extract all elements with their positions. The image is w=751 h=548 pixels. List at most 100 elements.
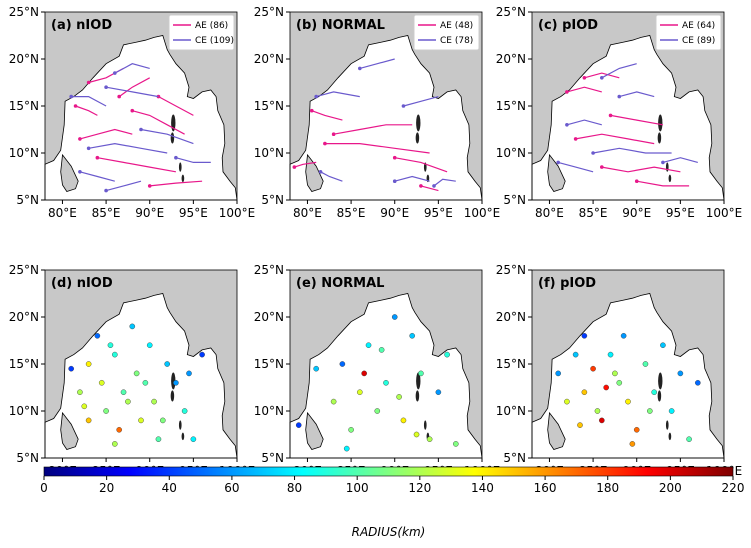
y-tick-label: 5°N bbox=[261, 193, 284, 207]
legend-label: CE (109) bbox=[195, 36, 234, 46]
eddy-point bbox=[181, 408, 188, 414]
eddy-track bbox=[316, 91, 360, 98]
track-end bbox=[634, 179, 639, 183]
track-end bbox=[608, 113, 613, 118]
track-end bbox=[292, 165, 297, 169]
eddy-point bbox=[68, 365, 74, 372]
eddy-track bbox=[75, 105, 98, 116]
track-end bbox=[591, 151, 595, 155]
eddy-point bbox=[133, 370, 140, 377]
y-tick-label: 5°N bbox=[261, 451, 284, 465]
track-end bbox=[78, 170, 82, 174]
track-end bbox=[310, 108, 314, 113]
colorbar-tick-label: 60 bbox=[224, 481, 239, 495]
eddy-point bbox=[413, 431, 420, 438]
colorbar-tick-label: 0 bbox=[40, 481, 48, 495]
x-tick-label: 80°E bbox=[535, 206, 564, 220]
eddy-point bbox=[555, 370, 561, 377]
colorbar-tick-label: 200 bbox=[659, 481, 682, 495]
y-tick-label: 20°N bbox=[9, 52, 39, 66]
eddy-track bbox=[619, 91, 655, 98]
track-end bbox=[104, 188, 108, 193]
island bbox=[171, 372, 176, 390]
eddy-point bbox=[339, 361, 346, 367]
eddy-point bbox=[651, 389, 657, 396]
panel-title: (b) NORMAL bbox=[296, 18, 385, 33]
eddy-point bbox=[642, 361, 649, 367]
eddy-track bbox=[566, 119, 602, 126]
eddy-point bbox=[85, 361, 92, 367]
colorbar-tick-label: 140 bbox=[471, 481, 494, 495]
island bbox=[60, 411, 79, 450]
panel: (e) NORMAL80°E85°E90°E95°E100°E5°N10°N15… bbox=[254, 263, 501, 478]
track-end bbox=[78, 137, 82, 141]
eddy-point bbox=[173, 379, 179, 386]
island bbox=[415, 390, 420, 402]
eddy-point bbox=[295, 422, 302, 428]
y-tick-label: 10°N bbox=[9, 146, 39, 160]
eddy-track bbox=[601, 63, 637, 79]
track-end bbox=[573, 137, 578, 141]
eddy-point bbox=[577, 422, 583, 428]
track-end bbox=[73, 104, 78, 108]
eddy-point bbox=[599, 417, 605, 424]
track-end bbox=[314, 94, 318, 99]
legend-label: CE (78) bbox=[440, 36, 473, 46]
panel: AE (64) CE (89) (c) pIOD 80°E 85°E 90°E 95°E 10… bbox=[496, 5, 743, 220]
eddy-point bbox=[677, 370, 684, 377]
colorbar-tick-label: 40 bbox=[162, 481, 177, 495]
eddy-point bbox=[348, 426, 354, 433]
eddy-point bbox=[142, 379, 149, 386]
eddy-point bbox=[77, 389, 83, 396]
eddy-point bbox=[94, 332, 101, 339]
colorbar-tick-label: 220 bbox=[722, 481, 745, 495]
legend-label: CE (89) bbox=[682, 36, 715, 46]
x-tick-label: 100°E bbox=[706, 206, 743, 220]
track-end bbox=[323, 141, 327, 146]
eddy-point bbox=[151, 398, 157, 405]
track-end bbox=[117, 94, 121, 99]
panel-title: (e) NORMAL bbox=[296, 276, 384, 291]
y-tick-label: 10°N bbox=[9, 404, 39, 418]
eddy-point bbox=[129, 323, 136, 330]
x-tick-label: 95°E bbox=[424, 206, 453, 220]
track-end bbox=[556, 160, 560, 165]
x-tick-label: 95°E bbox=[666, 206, 695, 220]
eddy-track bbox=[132, 110, 185, 135]
eddy-point bbox=[590, 365, 596, 372]
eddy-point bbox=[378, 347, 385, 353]
eddy-point bbox=[625, 398, 631, 405]
x-tick-label: 90°E bbox=[135, 206, 164, 220]
eddy-track bbox=[403, 96, 439, 107]
eddy-point bbox=[444, 351, 450, 358]
panel-title: (d) nIOD bbox=[51, 276, 113, 291]
track-end bbox=[174, 155, 178, 160]
eddy-point bbox=[629, 441, 636, 447]
y-tick-label: 25°N bbox=[9, 5, 39, 19]
y-tick-label: 20°N bbox=[254, 310, 284, 324]
track-end bbox=[600, 165, 604, 169]
eddy-track bbox=[158, 96, 194, 116]
eddy-point bbox=[343, 445, 350, 452]
track-end bbox=[565, 90, 569, 94]
eddy-point bbox=[426, 436, 433, 443]
eddy-track bbox=[97, 157, 177, 173]
eddy-track bbox=[592, 147, 672, 154]
eddy-track bbox=[394, 175, 430, 182]
eddy-track bbox=[662, 157, 698, 163]
panel-title: (a) nIOD bbox=[51, 18, 112, 33]
eddy-point bbox=[564, 398, 570, 405]
island bbox=[181, 432, 185, 441]
eddy-point bbox=[581, 332, 588, 339]
eddy-point bbox=[155, 436, 162, 443]
colorbar bbox=[43, 466, 734, 477]
legend-label: AE (64) bbox=[682, 21, 715, 31]
eddy-point bbox=[164, 361, 170, 367]
eddy-point bbox=[186, 370, 192, 377]
eddy-track bbox=[79, 128, 133, 140]
eddy-point bbox=[409, 332, 415, 339]
eddy-point bbox=[668, 408, 675, 414]
x-tick-label: 90°E bbox=[622, 206, 651, 220]
y-tick-label: 20°N bbox=[254, 52, 284, 66]
track-end bbox=[600, 76, 604, 80]
